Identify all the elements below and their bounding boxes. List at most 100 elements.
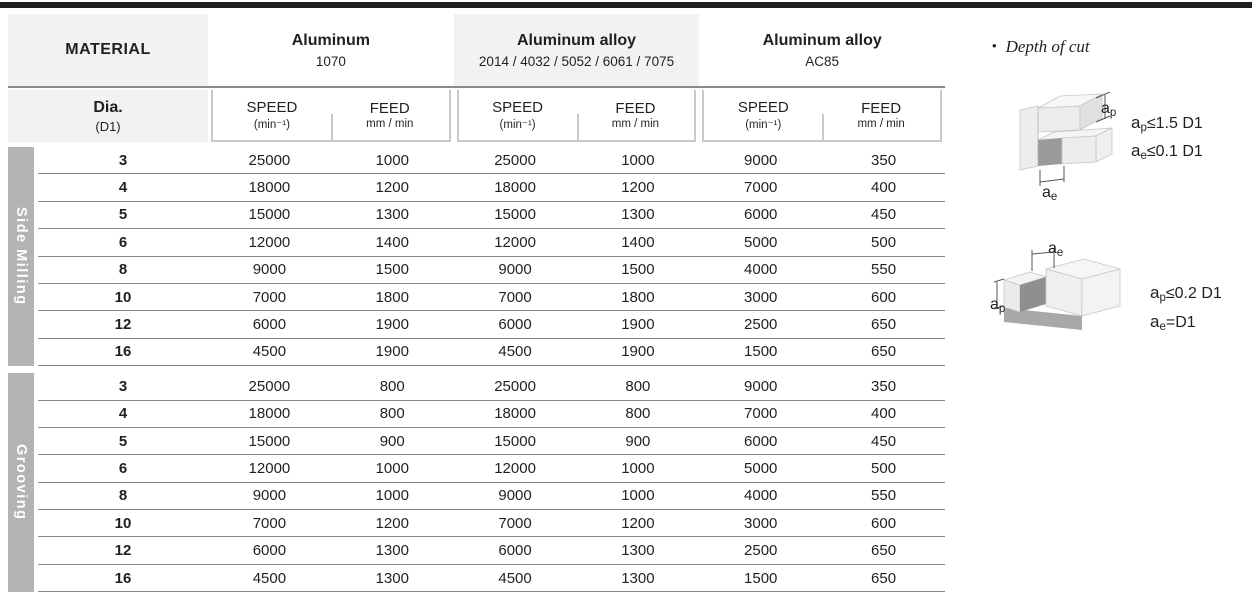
speed-value-ac85: 1500 bbox=[744, 343, 778, 361]
feed-value-ac85: 350 bbox=[871, 377, 897, 395]
speed-value-ac85: 2500 bbox=[744, 542, 778, 560]
speed-value-aluminum-1070: 12000 bbox=[248, 233, 291, 251]
feed-value-aluminum-alloy: 800 bbox=[625, 377, 651, 395]
ap-dimension-label: ap bbox=[1101, 100, 1117, 119]
material-name: Aluminum alloy bbox=[516, 31, 637, 49]
dia-value: 5 bbox=[118, 432, 128, 450]
feed-header: FEED mm / min bbox=[331, 90, 449, 140]
feed-value-ac85: 350 bbox=[871, 151, 897, 169]
cutting-conditions-table: MATERIAL Aluminum 1070 Aluminum alloy 20… bbox=[8, 14, 945, 593]
material-grades: 1070 bbox=[315, 53, 346, 69]
feed-value-aluminum-1070: 1000 bbox=[375, 459, 409, 477]
speed-feed-divider bbox=[822, 114, 825, 140]
speed-value-aluminum-1070: 18000 bbox=[248, 405, 291, 423]
speed-feed-group-1070: SPEED (min⁻¹) FEED mm / min bbox=[211, 90, 451, 142]
dia-value: 10 bbox=[114, 288, 132, 306]
dia-value: 16 bbox=[114, 569, 132, 587]
speed-value-aluminum-alloy: 25000 bbox=[494, 151, 536, 169]
dia-value: 8 bbox=[118, 261, 128, 279]
feed-value-aluminum-1070: 1200 bbox=[375, 179, 409, 197]
table-row: 10 7000 1200 7000 1200 3000 600 bbox=[38, 510, 945, 538]
section-label-grooving: Grooving bbox=[8, 373, 34, 593]
feed-value-aluminum-alloy: 900 bbox=[625, 432, 651, 450]
material-grades: AC85 bbox=[805, 53, 840, 69]
feed-value-aluminum-1070: 1900 bbox=[375, 343, 409, 361]
side-milling-ae-rule: ae≤0.1 D1 bbox=[1131, 141, 1203, 162]
speed-value-ac85: 5000 bbox=[744, 233, 778, 251]
speed-label: SPEED bbox=[492, 99, 544, 116]
speed-value-ac85: 6000 bbox=[744, 206, 778, 224]
feed-label: FEED bbox=[861, 100, 902, 117]
speed-value-ac85: 2500 bbox=[744, 316, 778, 334]
speed-value-aluminum-alloy: 6000 bbox=[498, 542, 532, 560]
speed-value-aluminum-1070: 15000 bbox=[248, 206, 291, 224]
feed-header: FEED mm / min bbox=[822, 90, 940, 140]
table-row: 6 12000 1000 12000 1000 5000 500 bbox=[38, 455, 945, 483]
speed-value-ac85: 3000 bbox=[744, 288, 778, 306]
material-grades: 2014 / 4032 / 5052 / 6061 / 7075 bbox=[478, 53, 675, 69]
section-rows: 3 25000 1000 25000 1000 9000 350 4 18000… bbox=[38, 147, 945, 367]
speed-value-aluminum-alloy: 25000 bbox=[494, 377, 536, 395]
feed-label: FEED bbox=[615, 100, 656, 117]
feed-value-aluminum-1070: 900 bbox=[379, 432, 405, 450]
speed-value-aluminum-1070: 25000 bbox=[248, 377, 291, 395]
feed-value-aluminum-alloy: 1200 bbox=[621, 514, 655, 532]
feed-value-aluminum-alloy: 1800 bbox=[621, 288, 655, 306]
table-row: 6 12000 1400 12000 1400 5000 500 bbox=[38, 229, 945, 257]
dia-value: 16 bbox=[114, 343, 132, 361]
material-name: Aluminum bbox=[291, 31, 370, 49]
table-row: 12 6000 1900 6000 1900 2500 650 bbox=[38, 311, 945, 339]
speed-value-aluminum-1070: 7000 bbox=[252, 288, 287, 306]
ae-dimension-label: ae bbox=[1048, 240, 1064, 259]
feed-value-aluminum-alloy: 1500 bbox=[621, 261, 655, 279]
feed-value-aluminum-1070: 800 bbox=[379, 377, 405, 395]
speed-value-aluminum-alloy: 12000 bbox=[494, 459, 536, 477]
speed-value-aluminum-alloy: 9000 bbox=[498, 487, 532, 505]
feed-value-ac85: 650 bbox=[871, 542, 897, 560]
feed-value-ac85: 550 bbox=[871, 487, 897, 505]
speed-value-aluminum-1070: 25000 bbox=[248, 151, 291, 169]
material-header-row: MATERIAL Aluminum 1070 Aluminum alloy 20… bbox=[8, 14, 945, 88]
speed-unit: (min⁻¹) bbox=[499, 119, 536, 131]
feed-value-aluminum-alloy: 1400 bbox=[621, 233, 655, 251]
speed-value-aluminum-alloy: 9000 bbox=[498, 261, 532, 279]
material-col-ac85: Aluminum alloy AC85 bbox=[699, 14, 945, 86]
speed-value-ac85: 4000 bbox=[744, 487, 778, 505]
speed-value-aluminum-alloy: 18000 bbox=[494, 405, 536, 423]
feed-value-ac85: 450 bbox=[871, 432, 897, 450]
dia-value: 12 bbox=[114, 542, 132, 560]
feed-value-aluminum-alloy: 1300 bbox=[621, 569, 655, 587]
dia-value: 12 bbox=[114, 316, 132, 334]
speed-value-ac85: 3000 bbox=[744, 514, 778, 532]
speed-value-aluminum-alloy: 7000 bbox=[498, 514, 532, 532]
dia-value: 3 bbox=[118, 151, 128, 169]
feed-value-ac85: 650 bbox=[871, 343, 897, 361]
dia-value: 8 bbox=[118, 487, 128, 505]
speed-feed-divider bbox=[576, 114, 579, 140]
speed-value-aluminum-alloy: 15000 bbox=[494, 432, 536, 450]
speed-unit: (min⁻¹) bbox=[745, 119, 782, 131]
feed-value-aluminum-1070: 1300 bbox=[375, 206, 409, 224]
section-grooving: Grooving 3 25000 800 25000 800 9000 350 … bbox=[8, 373, 945, 593]
dia-value: 4 bbox=[118, 405, 128, 423]
feed-value-aluminum-alloy: 1000 bbox=[621, 459, 655, 477]
feed-header: FEED mm / min bbox=[577, 90, 695, 140]
feed-value-aluminum-alloy: 1300 bbox=[621, 542, 655, 560]
speed-value-aluminum-1070: 6000 bbox=[252, 542, 287, 560]
speed-value-ac85: 9000 bbox=[744, 151, 778, 169]
dia-value: 3 bbox=[118, 377, 128, 395]
table-row: 10 7000 1800 7000 1800 3000 600 bbox=[38, 284, 945, 312]
speed-value-aluminum-alloy: 6000 bbox=[498, 316, 532, 334]
speed-value-aluminum-1070: 4500 bbox=[252, 343, 287, 361]
feed-unit: mm / min bbox=[611, 118, 660, 130]
speed-value-ac85: 9000 bbox=[744, 377, 778, 395]
table-row: 5 15000 900 15000 900 6000 450 bbox=[38, 428, 945, 456]
table-row: 8 9000 1000 9000 1000 4000 550 bbox=[38, 483, 945, 511]
speed-value-aluminum-alloy: 12000 bbox=[494, 233, 536, 251]
grooving-depth-diagram bbox=[993, 248, 1122, 330]
table-row: 16 4500 1300 4500 1300 1500 650 bbox=[38, 565, 945, 593]
speed-value-aluminum-1070: 4500 bbox=[252, 569, 287, 587]
feed-value-aluminum-alloy: 1000 bbox=[621, 487, 655, 505]
feed-value-aluminum-1070: 800 bbox=[379, 405, 405, 423]
feed-label: FEED bbox=[369, 100, 410, 117]
